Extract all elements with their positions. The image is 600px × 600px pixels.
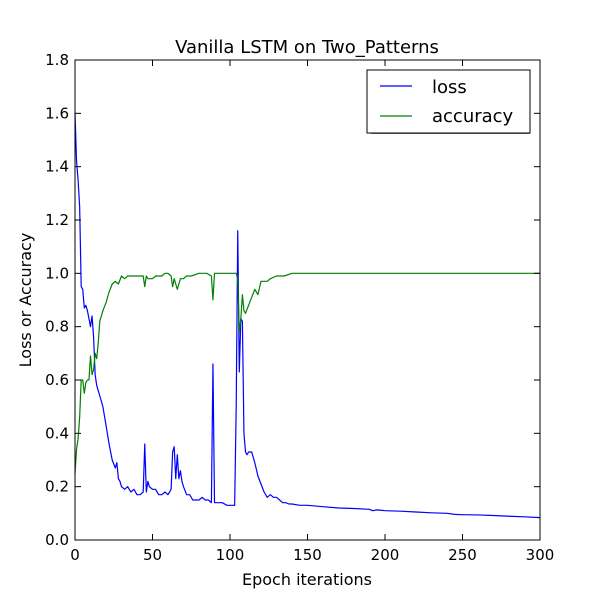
legend-label-loss: loss [432, 77, 467, 98]
y-axis-label: Loss or Accuracy [16, 233, 35, 368]
y-tick-label: 1.0 [45, 264, 69, 282]
y-tick-label: 1.8 [45, 51, 69, 69]
y-tick-label: 0.6 [45, 371, 69, 389]
y-tick-label: 1.6 [45, 104, 69, 122]
x-tick-label: 150 [293, 546, 322, 564]
legend-label-accuracy: accuracy [432, 106, 514, 127]
y-tick-label: 1.4 [45, 158, 69, 176]
plot-lines [74, 113, 541, 519]
legend-box [366, 69, 531, 134]
y-tick-label: 0.8 [45, 318, 69, 336]
x-tick-label: 50 [143, 546, 162, 564]
y-tick-label: 0.0 [45, 531, 69, 549]
y-axis: 0.0 0.2 0.4 0.6 0.8 1.0 1.2 1.4 1.6 1.8 [45, 51, 540, 549]
x-tick-label: 250 [448, 546, 477, 564]
y-tick-label: 1.2 [45, 211, 69, 229]
y-tick-label: 0.2 [45, 478, 69, 496]
y-tick-label: 0.4 [45, 424, 69, 442]
x-tick-label: 300 [526, 546, 555, 564]
chart-title: Vanilla LSTM on Two_Patterns [175, 37, 439, 58]
x-axis: 0 50 100 150 200 250 300 [70, 60, 554, 564]
series-line-accuracy [74, 272, 540, 474]
x-axis-label: Epoch iterations [242, 570, 372, 589]
x-tick-label: 100 [216, 546, 245, 564]
series-line-loss [74, 113, 541, 519]
x-tick-label: 200 [371, 546, 400, 564]
legend: loss accuracy [366, 69, 531, 134]
x-tick-label: 0 [70, 546, 80, 564]
